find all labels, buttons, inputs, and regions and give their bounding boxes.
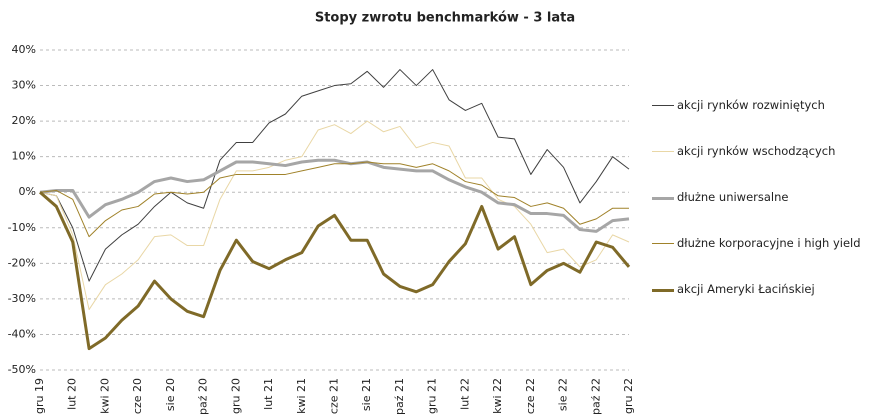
x-tick-label: sie 22: [557, 378, 570, 411]
y-tick-label: -30%: [8, 292, 36, 305]
x-tick-label: cze 22: [524, 378, 537, 414]
legend-label: akcji Ameryki Łacińskiej: [677, 282, 815, 296]
x-tick-label: gru 20: [229, 378, 242, 414]
y-tick-label: -50%: [8, 363, 36, 376]
x-tick-label: gru 19: [33, 378, 46, 414]
x-tick-label: kwi 22: [491, 378, 504, 414]
y-tick-label: -20%: [8, 256, 36, 269]
x-tick-label: lut 21: [262, 378, 275, 410]
y-tick-label: -40%: [8, 327, 36, 340]
y-tick-label: 0%: [19, 185, 36, 198]
legend-swatch: [652, 197, 674, 200]
legend-item: dłużne uniwersalne: [652, 190, 889, 236]
legend-swatch: [652, 105, 674, 106]
x-tick-label: kwi 20: [98, 378, 111, 414]
x-tick-label: gru 21: [426, 378, 439, 414]
x-tick-label: sie 20: [164, 378, 177, 411]
legend-label: akcji rynków rozwiniętych: [677, 98, 825, 112]
x-tick-label: kwi 21: [295, 378, 308, 414]
x-tick-label: cze 21: [328, 378, 341, 414]
legend: akcji rynków rozwiniętych akcji rynków ws…: [652, 98, 889, 328]
y-tick-label: -10%: [8, 221, 36, 234]
x-tick-label: paź 20: [197, 378, 210, 415]
y-tick-label: 30%: [12, 79, 36, 92]
y-tick-label: 10%: [12, 150, 36, 163]
series-line: [39, 69, 630, 282]
series-line: [39, 191, 631, 351]
legend-item: dłużne korporacyjne i high yield: [652, 236, 889, 282]
x-tick-label: sie 21: [360, 378, 373, 411]
legend-label: dłużne korporacyjne i high yield: [677, 236, 861, 250]
legend-label: akcji rynków wschodzących: [677, 144, 836, 158]
chart-title: Stopy zwrotu benchmarków - 3 lata: [315, 11, 575, 26]
legend-item: akcji rynków wschodzących: [652, 144, 889, 190]
legend-swatch: [652, 243, 674, 244]
legend-swatch: [652, 151, 674, 152]
x-tick-label: paź 21: [393, 378, 406, 415]
series-line: [39, 161, 629, 238]
x-tick-label: cze 20: [131, 378, 144, 414]
legend-item: akcji Ameryki Łacińskiej: [652, 282, 889, 328]
x-tick-label: lut 20: [66, 378, 79, 410]
series-line: [39, 120, 630, 311]
x-tick-label: lut 22: [458, 378, 471, 410]
x-tick-label: paź 22: [589, 378, 602, 415]
legend-swatch: [652, 289, 674, 292]
series-line: [39, 158, 630, 233]
legend-item: akcji rynków rozwiniętych: [652, 98, 889, 144]
x-tick-label: gru 22: [622, 378, 635, 414]
y-tick-label: 40%: [12, 43, 36, 56]
legend-label: dłużne uniwersalne: [677, 190, 789, 204]
y-tick-label: 20%: [12, 114, 36, 127]
